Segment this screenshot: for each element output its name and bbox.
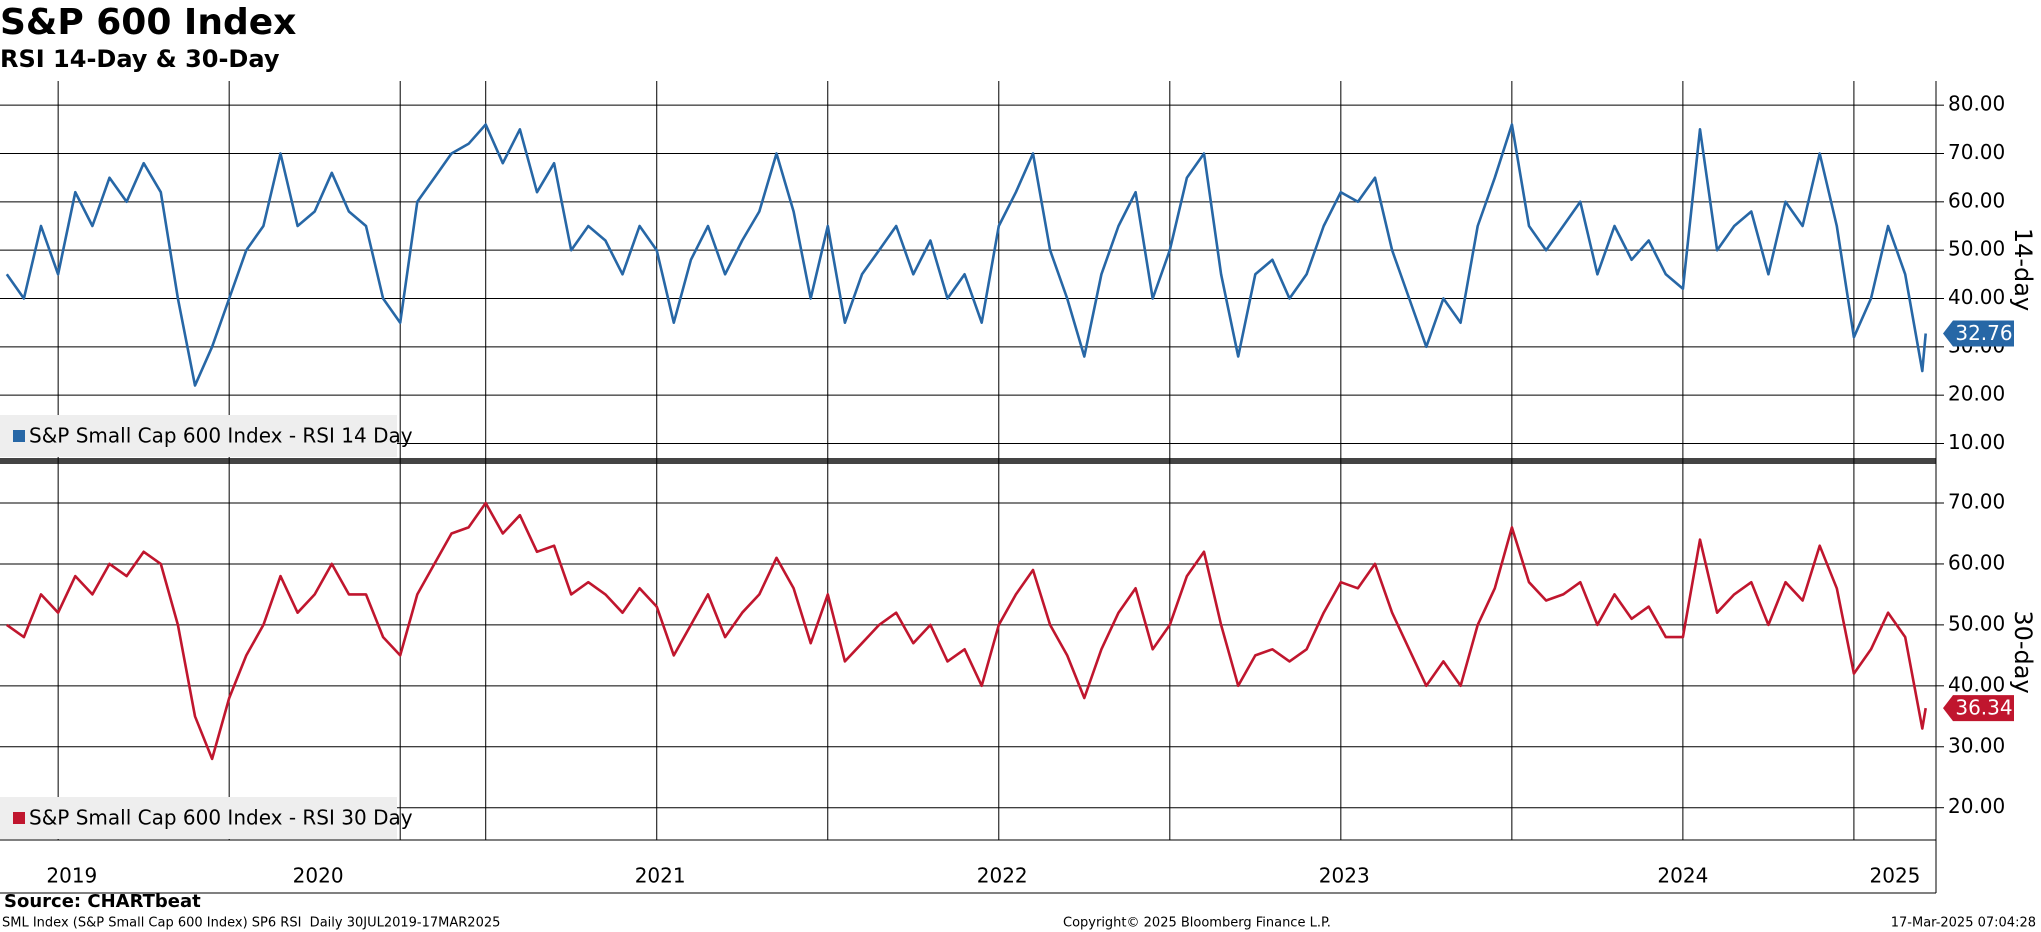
y-tick-label: 10.00 xyxy=(1948,430,2005,454)
value-label: 32.76 xyxy=(1955,321,2012,345)
y-axis-title: 14-day xyxy=(2009,228,2037,311)
source: Source: CHARTbeat xyxy=(4,891,201,912)
x-tick-label: 2019 xyxy=(46,864,97,888)
y-tick-label: 50.00 xyxy=(1948,611,2005,635)
value-tag xyxy=(1943,320,2014,347)
line xyxy=(5,123,1927,387)
footer-description: SML Index (S&P Small Cap 600 Index) SP6 … xyxy=(2,916,500,931)
value-label: 36.34 xyxy=(1955,696,2012,720)
title: S&P 600 Index xyxy=(0,2,296,43)
x-tick-label: 2025 xyxy=(1870,864,1921,888)
y-tick-label: 70.00 xyxy=(1948,140,2005,164)
y-tick-label: 80.00 xyxy=(1948,92,2005,116)
legend-swatch xyxy=(13,812,25,824)
legend-label: S&P Small Cap 600 Index - RSI 30 Day xyxy=(29,806,413,830)
legend-box xyxy=(0,797,397,839)
y-tick-label: 20.00 xyxy=(1948,382,2005,406)
legend-box xyxy=(0,415,397,457)
y-tick-label: 40.00 xyxy=(1948,285,2005,309)
x-tick-label: 2024 xyxy=(1657,864,1708,888)
y-tick-label: 60.00 xyxy=(1948,188,2005,212)
y-tick-label: 60.00 xyxy=(1948,550,2005,574)
footer-timestamp: 17-Mar-2025 07:04:28 xyxy=(1891,916,2036,931)
panel-separator xyxy=(0,458,1936,464)
y-axis-title: 30-day xyxy=(2009,610,2037,693)
footer-copyright: Copyright© 2025 Bloomberg Finance L.P. xyxy=(1063,916,1331,931)
x-tick-label: 2023 xyxy=(1319,864,1370,888)
line xyxy=(6,501,1927,761)
y-tick-label: 70.00 xyxy=(1948,490,2005,514)
value-tag xyxy=(1943,695,2014,722)
legend-label: S&P Small Cap 600 Index - RSI 14 Day xyxy=(29,424,413,448)
y-tick-label: 20.00 xyxy=(1948,794,2005,818)
legend-swatch xyxy=(13,430,25,442)
y-tick-label: 50.00 xyxy=(1948,237,2005,261)
x-tick-label: 2022 xyxy=(977,864,1028,888)
y-tick-label: 30.00 xyxy=(1948,733,2005,757)
x-tick-label: 2020 xyxy=(293,864,344,888)
y-tick-label: 40.00 xyxy=(1948,672,2005,696)
subtitle: RSI 14-Day & 30-Day xyxy=(0,45,280,73)
x-tick-label: 2021 xyxy=(635,864,686,888)
